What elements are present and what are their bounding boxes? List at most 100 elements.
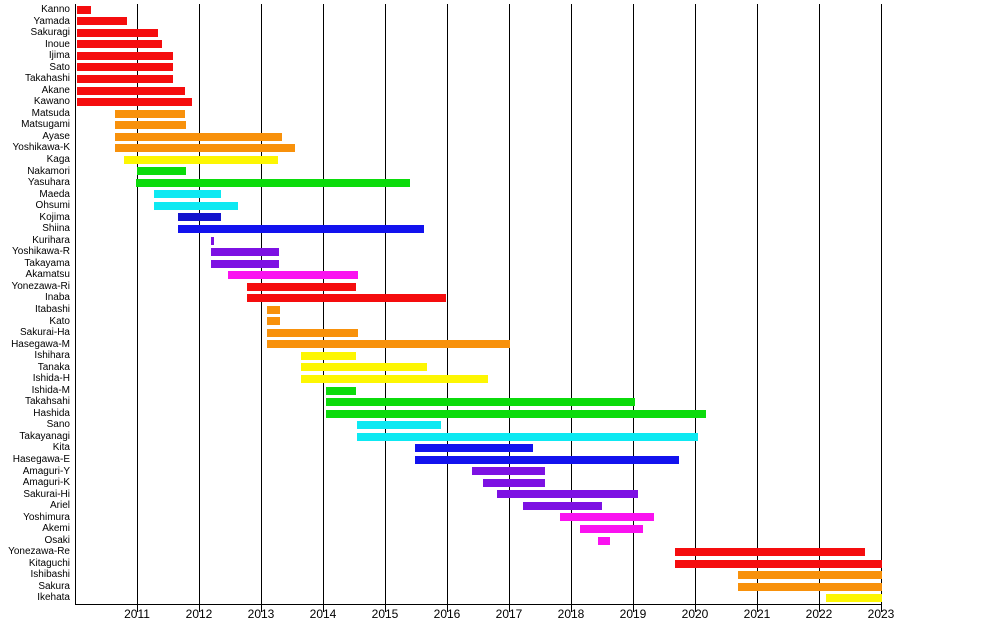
year-gridline (323, 4, 324, 604)
gantt-bar (559, 513, 654, 522)
gantt-bar (301, 375, 489, 384)
gantt-bar (415, 455, 679, 464)
row-label: Maeda (39, 188, 70, 200)
x-axis-label: 2019 (619, 607, 647, 621)
row-label: Kojima (39, 211, 70, 223)
gantt-bar (77, 40, 163, 49)
row-label: Ijima (48, 50, 70, 62)
gantt-bar (247, 282, 356, 291)
gantt-bar (325, 386, 357, 395)
gantt-bar (77, 63, 173, 72)
row-label: Tanaka (37, 361, 70, 373)
row-label: Matsugami (21, 119, 70, 131)
gantt-bar (266, 340, 510, 349)
row-label: Ishihara (34, 350, 70, 362)
gantt-bar (178, 213, 222, 222)
gantt-bar (482, 478, 545, 487)
x-axis-label: 2018 (557, 607, 585, 621)
row-label: Amaguri-Y (22, 465, 70, 477)
gantt-bar (356, 432, 698, 441)
axis-tick (757, 605, 758, 612)
year-gridline (137, 4, 138, 604)
row-label: Shiina (42, 223, 70, 235)
row-label: Ishibashi (30, 569, 70, 581)
y-axis-labels: Kanno Yamada Sakuragi Inoue Ijima Sato Takahas… (0, 4, 70, 604)
row-label: Ariel (49, 500, 70, 512)
row-label: Hasegawa-E (12, 454, 70, 465)
gantt-bar (227, 271, 359, 280)
row-label: Takayama (24, 257, 70, 269)
row-label: Ishida-H (32, 373, 70, 385)
row-label: Yasuhara (27, 177, 70, 189)
gantt-bar (124, 155, 279, 164)
x-axis-label: 2020 (681, 607, 709, 621)
row-label: Kato (49, 315, 70, 327)
gantt-bar (674, 559, 882, 568)
row-label: Osaki (44, 534, 70, 546)
row-label: Takayanagi (19, 430, 70, 442)
year-gridline (385, 4, 386, 604)
gantt-bar (523, 501, 602, 510)
plot-area (75, 4, 882, 605)
gantt-bar (211, 259, 279, 268)
gantt-bar (77, 17, 127, 26)
row-label: Akemi (42, 523, 70, 535)
row-label: Yonezawa-Ri (11, 280, 70, 292)
year-gridline (881, 4, 882, 604)
gantt-bar (77, 75, 173, 84)
year-gridline (757, 4, 758, 604)
row-label: Nakamori (27, 165, 70, 177)
gantt-bar (154, 190, 222, 199)
year-gridline (633, 4, 634, 604)
row-label: Inoue (44, 38, 70, 50)
row-label: Kaga (46, 154, 70, 165)
year-gridline (695, 4, 696, 604)
row-label: Matsuda (31, 107, 70, 119)
gantt-bar (136, 167, 186, 176)
x-axis-label: 2021 (743, 607, 771, 621)
row-label: Akane (41, 84, 70, 96)
axis-tick (323, 605, 324, 612)
row-label: Kanno (41, 4, 70, 15)
gantt-bar (136, 178, 410, 187)
gantt-bar (471, 467, 545, 476)
gantt-bar (301, 363, 427, 372)
gantt-bar (325, 398, 636, 407)
gantt-bar (738, 582, 882, 591)
row-label: Sakurai-Hi (23, 488, 70, 500)
axis-tick (571, 605, 572, 612)
row-label: Sakuragi (30, 27, 70, 39)
row-label: Yoshikawa-R (12, 246, 70, 258)
gantt-bar (77, 98, 192, 107)
row-label: Sakurai-Ha (19, 327, 70, 339)
x-axis-label: 2012 (185, 607, 213, 621)
x-axis-label: 2017 (495, 607, 523, 621)
x-axis-label: 2015 (371, 607, 399, 621)
axis-tick (819, 605, 820, 612)
row-label: Kitaguchi (28, 557, 70, 569)
gantt-bar (77, 5, 91, 14)
row-label: Kita (52, 442, 70, 454)
row-label: Itabashi (34, 304, 70, 315)
row-label: Kurihara (32, 234, 70, 246)
row-label: Inaba (44, 292, 70, 304)
gantt-bar (211, 236, 214, 245)
gantt-bar (115, 132, 282, 141)
gantt-bar (77, 28, 158, 37)
gantt-bar (77, 86, 186, 95)
gantt-bar (598, 536, 610, 545)
x-axis-label: 2011 (124, 607, 150, 621)
x-axis-label: 2022 (805, 607, 833, 621)
gantt-bar (826, 594, 882, 603)
gantt-bar (738, 571, 882, 580)
x-axis-label: 2014 (309, 607, 337, 621)
axis-tick (633, 605, 634, 612)
row-label: Yamada (33, 15, 70, 27)
gantt-bar (496, 490, 638, 499)
gantt-bar (115, 121, 186, 130)
gantt-bar (77, 51, 173, 60)
year-gridline (447, 4, 448, 604)
axis-tick (881, 605, 882, 612)
gantt-bar (356, 421, 442, 430)
